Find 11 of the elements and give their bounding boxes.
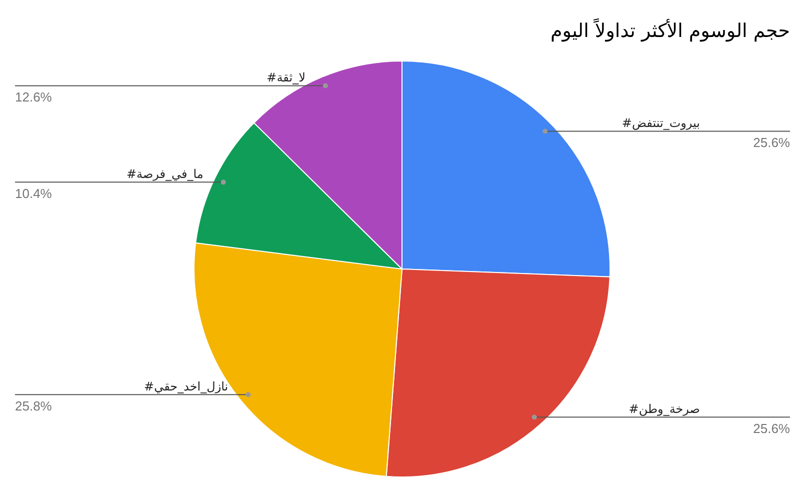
slice-label: #ما_في_فرصة	[126, 167, 204, 182]
slice-label: #نازل_اخد_حقي	[144, 380, 228, 394]
data-label: 25.6%	[753, 421, 790, 436]
data-label: 10.4%	[15, 186, 52, 202]
slice-label: #صرخة_وطن	[628, 402, 700, 416]
data-label: 25.8%	[15, 398, 52, 414]
slice-label: #بيروت_تنتفض	[622, 116, 700, 130]
data-label: 25.6%	[753, 135, 790, 150]
data-label: 12.6%	[15, 90, 52, 105]
slice-label: #لا_ثقة	[266, 70, 306, 85]
chart-title: حجم الوسوم الأكثر تداولاً اليوم	[550, 18, 790, 42]
